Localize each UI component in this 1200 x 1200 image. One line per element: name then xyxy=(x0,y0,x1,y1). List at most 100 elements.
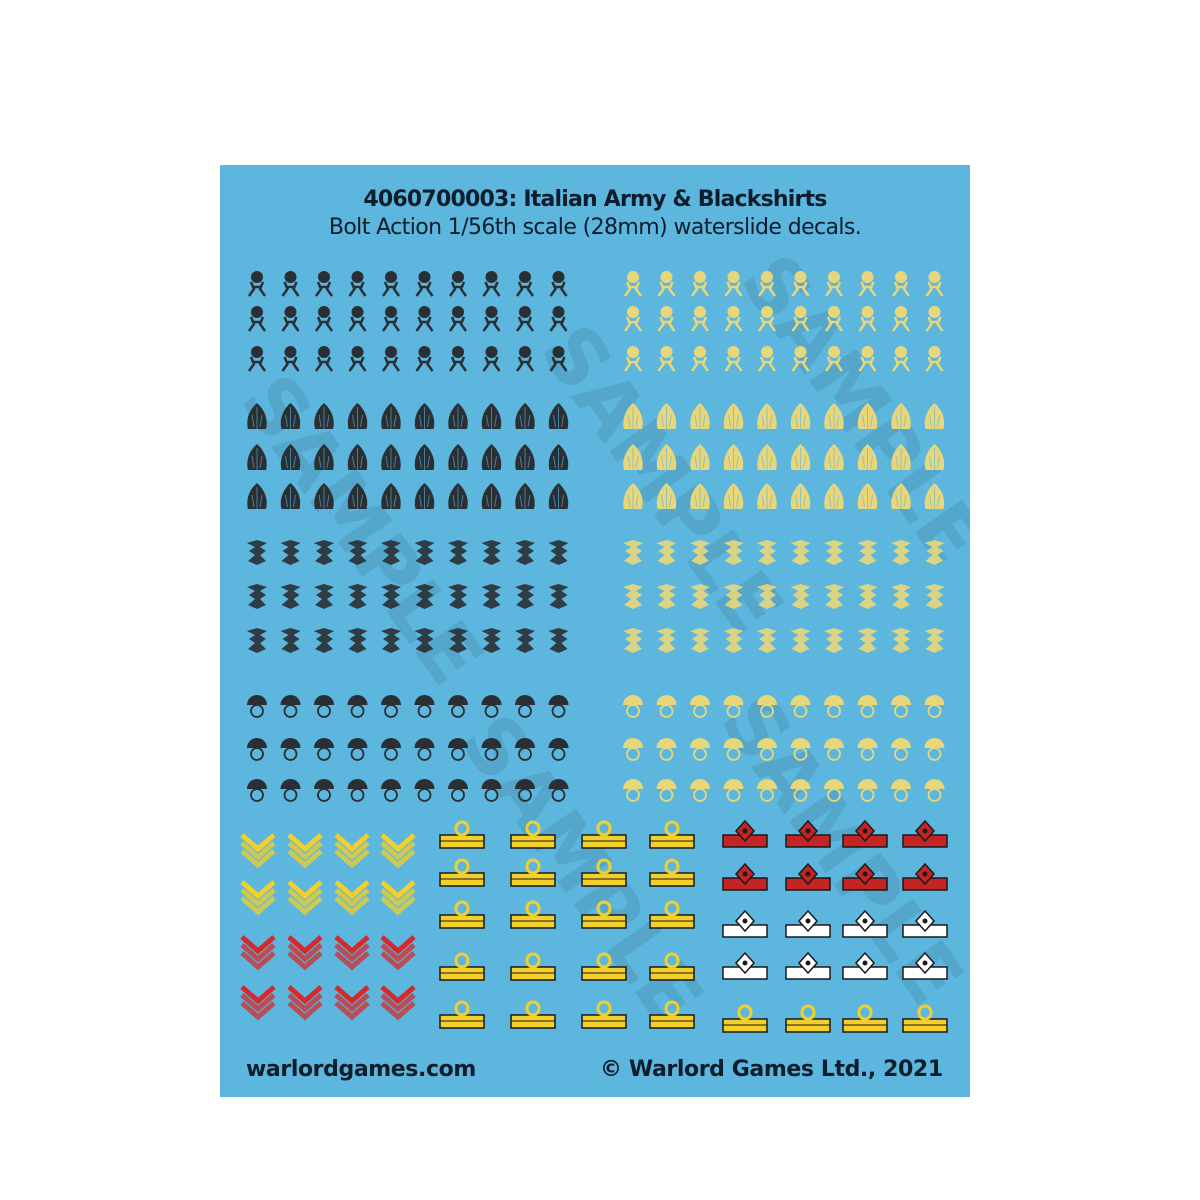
flame-badge-icon xyxy=(891,444,911,470)
rank-star-icon xyxy=(722,951,768,980)
flame-badge-icon xyxy=(723,483,744,509)
crown-badge-icon xyxy=(515,271,535,297)
eagle-badge-icon xyxy=(280,540,301,565)
grenade-badge-icon xyxy=(247,779,267,802)
rank-bar-icon xyxy=(649,858,695,887)
grenade-badge-icon xyxy=(891,695,911,718)
grenade-badge-icon xyxy=(515,695,535,718)
grenade-badge-icon xyxy=(548,779,569,802)
rank-bar-icon xyxy=(581,820,627,849)
crown-badge-icon xyxy=(482,271,501,297)
eagle-badge-icon xyxy=(481,540,502,565)
grenade-badge-icon xyxy=(623,779,643,802)
grenade-badge-icon xyxy=(448,695,468,718)
eagle-badge-icon xyxy=(381,584,401,609)
eagle-badge-icon xyxy=(690,628,710,653)
crown-badge-icon xyxy=(791,271,810,297)
chevron-rank-icon xyxy=(380,833,416,869)
crown-badge-icon xyxy=(549,346,568,372)
crown-badge-icon xyxy=(281,306,300,332)
flame-badge-icon xyxy=(790,483,811,509)
grenade-badge-icon xyxy=(448,779,468,802)
rank-star-icon xyxy=(842,951,888,980)
crown-badge-icon xyxy=(348,271,367,297)
crown-badge-icon xyxy=(482,306,501,332)
flame-badge-icon xyxy=(690,403,710,429)
eagle-badge-icon xyxy=(723,584,744,609)
crown-badge-icon xyxy=(824,271,844,297)
chevron-rank-icon xyxy=(380,935,416,971)
rank-bar-icon xyxy=(510,900,556,929)
crown-badge-icon xyxy=(891,346,911,372)
eagle-badge-icon xyxy=(314,584,334,609)
grenade-badge-icon xyxy=(548,738,569,761)
eagle-badge-icon xyxy=(280,628,301,653)
flame-badge-icon xyxy=(891,403,911,429)
grenade-badge-icon xyxy=(448,738,468,761)
crown-badge-icon xyxy=(549,271,568,297)
crown-badge-icon xyxy=(925,271,944,297)
eagle-badge-icon xyxy=(515,628,535,653)
eagle-badge-icon xyxy=(548,584,569,609)
flame-badge-icon xyxy=(347,483,368,509)
grenade-badge-icon xyxy=(314,695,334,718)
flame-badge-icon xyxy=(548,403,569,429)
eagle-badge-icon xyxy=(790,584,811,609)
flame-badge-icon xyxy=(414,483,435,509)
flame-badge-icon xyxy=(924,403,945,429)
grenade-badge-icon xyxy=(481,779,502,802)
eagle-badge-icon xyxy=(548,540,569,565)
eagle-badge-icon xyxy=(757,540,777,565)
rank-bar-icon xyxy=(581,900,627,929)
crown-badge-icon xyxy=(757,271,777,297)
rank-star-icon xyxy=(842,862,888,891)
grenade-badge-icon xyxy=(723,779,744,802)
flame-badge-icon xyxy=(548,444,569,470)
rank-bar-icon xyxy=(581,858,627,887)
flame-badge-icon xyxy=(247,444,267,470)
flame-badge-icon xyxy=(247,403,267,429)
flame-badge-icon xyxy=(824,483,844,509)
grenade-badge-icon xyxy=(481,738,502,761)
crown-badge-icon xyxy=(757,346,777,372)
eagle-badge-icon xyxy=(381,540,401,565)
eagle-badge-icon xyxy=(891,584,911,609)
grenade-badge-icon xyxy=(757,779,777,802)
chevron-rank-icon xyxy=(287,935,323,971)
eagle-badge-icon xyxy=(247,540,267,565)
crown-badge-icon xyxy=(448,271,468,297)
flame-badge-icon xyxy=(690,444,710,470)
rank-bar-icon xyxy=(581,1000,627,1029)
crown-badge-icon xyxy=(824,306,844,332)
rank-bar-icon xyxy=(649,952,695,981)
eagle-badge-icon xyxy=(656,628,677,653)
grenade-badge-icon xyxy=(347,695,368,718)
eagle-badge-icon xyxy=(448,628,468,653)
eagle-badge-icon xyxy=(891,540,911,565)
crown-badge-icon xyxy=(281,346,300,372)
crown-badge-icon xyxy=(448,306,468,332)
crown-badge-icon xyxy=(925,306,944,332)
flame-badge-icon xyxy=(723,444,744,470)
flame-badge-icon xyxy=(481,483,502,509)
eagle-badge-icon xyxy=(924,540,945,565)
crown-badge-icon xyxy=(925,346,944,372)
flame-badge-icon xyxy=(757,403,777,429)
grenade-badge-icon xyxy=(656,695,677,718)
grenade-badge-icon xyxy=(723,695,744,718)
chevron-rank-icon xyxy=(240,935,276,971)
grenade-badge-icon xyxy=(824,738,844,761)
flame-badge-icon xyxy=(314,444,334,470)
crown-badge-icon xyxy=(791,306,810,332)
crown-badge-icon xyxy=(623,346,643,372)
chevron-rank-icon xyxy=(240,985,276,1021)
chevron-rank-icon xyxy=(334,985,370,1021)
crown-badge-icon xyxy=(757,306,777,332)
flame-badge-icon xyxy=(381,444,401,470)
crown-badge-icon xyxy=(657,271,676,297)
rank-bar-icon xyxy=(439,1000,485,1029)
flame-badge-icon xyxy=(656,403,677,429)
grenade-badge-icon xyxy=(924,738,945,761)
chevron-rank-icon xyxy=(240,833,276,869)
grenade-badge-icon xyxy=(857,738,878,761)
